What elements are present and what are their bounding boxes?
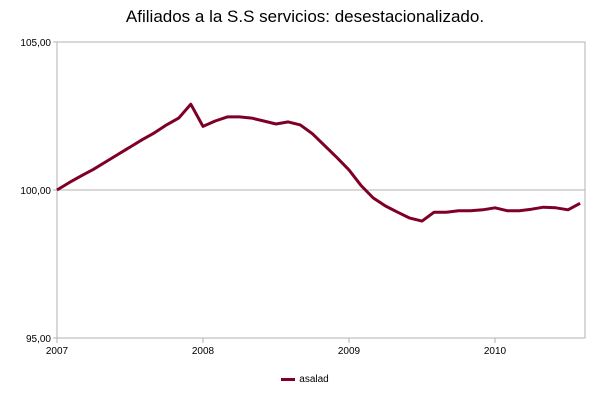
- x-tick-label: 2008: [192, 346, 215, 357]
- chart-title: Afiliados a la S.S servicios: desestacio…: [125, 7, 485, 26]
- x-tick-label: 2007: [46, 346, 69, 357]
- x-tick-label: 2009: [338, 346, 361, 357]
- legend-label: asalad: [299, 374, 329, 385]
- y-tick-label: 95,00: [26, 334, 51, 345]
- series-line-asalad: [56, 102, 581, 223]
- x-tick-label: 2010: [484, 346, 507, 357]
- y-tick-label: 105,00: [20, 38, 51, 49]
- legend: asalad: [0, 374, 610, 385]
- legend-swatch: [281, 378, 296, 381]
- y-tick-label: 100,00: [20, 186, 51, 197]
